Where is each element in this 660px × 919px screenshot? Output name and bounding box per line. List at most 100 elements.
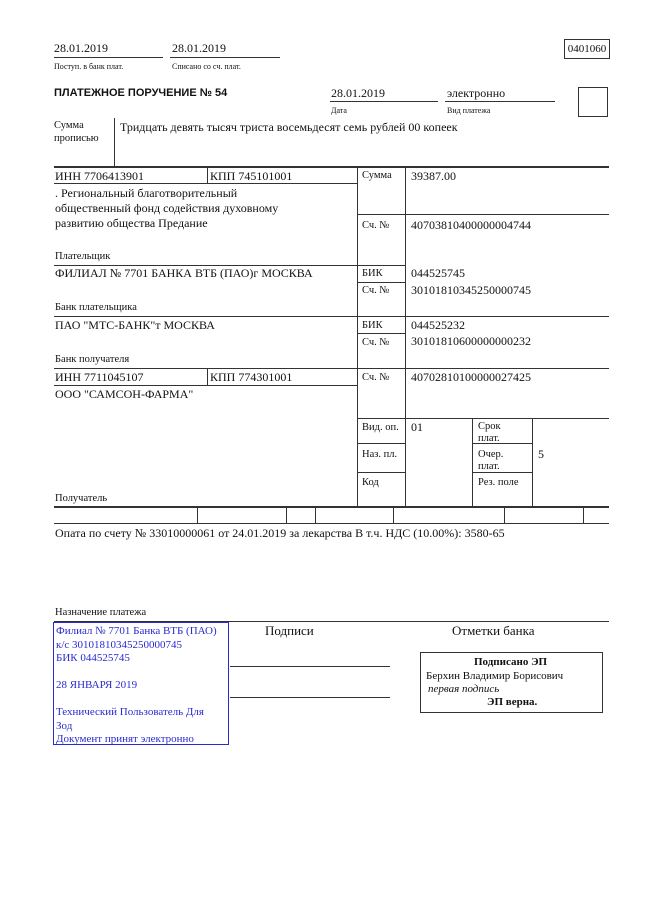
reserve-label: Рез. поле: [478, 477, 519, 488]
stamp-line: Документ принят электронно: [56, 733, 194, 745]
priority-label-2: плат.: [478, 461, 500, 472]
stamp-line: Технический Пользователь Для: [56, 706, 204, 718]
bank-stamp: Филиал № 7701 Банка ВТБ (ПАО) к/с 301018…: [53, 622, 229, 745]
divider: [357, 282, 405, 283]
op-type: 01: [411, 420, 423, 434]
divider: [54, 183, 357, 184]
payee-account-label: Сч. №: [362, 372, 390, 383]
payee-bank-account: 30101810600000000232: [411, 334, 531, 348]
signature-verified: ЭП верна.: [487, 696, 538, 708]
divider: [286, 506, 287, 523]
signature-verification-box: Подписано ЭП Берхин Владимир Борисович п…: [420, 652, 603, 713]
stamp-line: Зод: [56, 719, 73, 732]
divider: [330, 101, 438, 102]
payment-type-label: Вид платежа: [447, 106, 491, 115]
received-date: 28.01.2019: [54, 41, 108, 55]
stamp-line: БИК 044525745: [56, 652, 130, 664]
signature-line: [230, 666, 390, 667]
divider: [472, 418, 473, 506]
purpose-text: Опата по счету № 33010000061 от 24.01.20…: [55, 526, 505, 540]
payer-bank-account-label: Сч. №: [362, 285, 390, 296]
stamp-line: [56, 693, 228, 707]
divider: [114, 118, 115, 166]
divider: [54, 385, 357, 386]
priority-label: Очер.: [478, 449, 504, 460]
divider: [54, 368, 609, 369]
payer-bik-label: БИК: [362, 268, 383, 279]
payee-bank-label: Банк получателя: [55, 354, 130, 365]
payer-bank-name: ФИЛИАЛ № 7701 БАНКА ВТБ (ПАО)г МОСКВА: [55, 266, 313, 280]
op-type-label: Вид. оп.: [362, 422, 399, 433]
divider: [357, 472, 405, 473]
stamp-line: [56, 666, 228, 680]
payee-bik-label: БИК: [362, 320, 383, 331]
amount-words: Тридцать девять тысяч триста восемьдесят…: [120, 120, 458, 134]
divider: [54, 621, 609, 622]
divider: [357, 443, 405, 444]
stamp-line: к/с 30101810345250000745: [56, 638, 183, 651]
divider: [583, 506, 584, 523]
payer-account: 40703810400000004744: [411, 218, 531, 232]
signatures-label: Подписи: [265, 623, 314, 638]
divider: [405, 166, 406, 506]
amount-label: Сумма: [362, 170, 392, 181]
stamp-line: 28 ЯНВАРЯ 2019: [56, 679, 138, 691]
due-label: Срок: [478, 421, 501, 432]
code-label: Код: [362, 477, 379, 488]
amount-words-label: Сумма: [54, 120, 84, 131]
payee-account: 40702810100000027425: [411, 370, 531, 384]
payee-inn: ИНН 7711045107: [55, 370, 144, 384]
signer-name: Берхин Владимир Борисович: [426, 670, 564, 682]
payee-label: Получатель: [55, 493, 108, 504]
payer-label: Плательщик: [55, 251, 111, 262]
divider: [54, 166, 609, 168]
payee-kpp: КПП 774301001: [210, 370, 293, 384]
page-title: ПЛАТЕЖНОЕ ПОРУЧЕНИЕ № 54: [54, 87, 228, 99]
divider: [532, 418, 533, 506]
received-label: Поступ. в банк плат.: [54, 62, 124, 71]
divider: [357, 166, 358, 506]
divider: [197, 506, 198, 523]
divider: [393, 506, 394, 523]
divider: [357, 418, 609, 419]
amount-value: 39387.00: [411, 169, 456, 183]
divider: [207, 166, 208, 183]
bank-marks-label: Отметки банка: [452, 623, 535, 638]
payee-bank-account-label: Сч. №: [362, 337, 390, 348]
payer-inn: ИНН 7706413901: [55, 169, 144, 183]
form-code: 0401060: [564, 39, 610, 59]
divider: [54, 57, 163, 58]
payee-name: ООО "САМСОН-ФАРМА": [55, 387, 194, 401]
amount-words-label-2: прописью: [54, 133, 99, 144]
purpose-label: Назначение платежа: [55, 607, 147, 618]
payer-account-label: Сч. №: [362, 220, 390, 231]
divider: [357, 214, 609, 215]
stamp-line: Филиал № 7701 Банка ВТБ (ПАО): [56, 625, 217, 637]
debited-date: 28.01.2019: [172, 41, 226, 55]
divider: [357, 333, 405, 334]
divider: [54, 523, 609, 524]
due-label-2: плат.: [478, 433, 500, 444]
payment-type: электронно: [447, 86, 506, 100]
divider: [54, 265, 405, 266]
divider: [472, 443, 532, 444]
divider: [445, 101, 555, 102]
payee-bik: 044525232: [411, 318, 465, 332]
priority-value: 5: [538, 447, 544, 461]
payer-kpp: КПП 745101001: [210, 169, 293, 183]
date-label: Дата: [331, 106, 347, 115]
signature-role: первая подпись: [428, 683, 500, 695]
payer-name-line: развитию общества Предание: [55, 216, 208, 230]
debited-label: Списано со сч. плат.: [172, 62, 241, 71]
divider: [54, 316, 609, 317]
signed-title: Подписано ЭП: [474, 656, 548, 668]
purpose-code-label: Наз. пл.: [362, 449, 398, 460]
divider: [315, 506, 316, 523]
divider: [504, 506, 505, 523]
payer-bank-account: 30101810345250000745: [411, 283, 531, 297]
payer-name-line: . Региональный благотворительный: [55, 186, 238, 200]
payee-bank-name: ПАО "МТС-БАНК"т МОСКВА: [55, 318, 215, 332]
signature-line: [230, 697, 390, 698]
order-date: 28.01.2019: [331, 86, 385, 100]
